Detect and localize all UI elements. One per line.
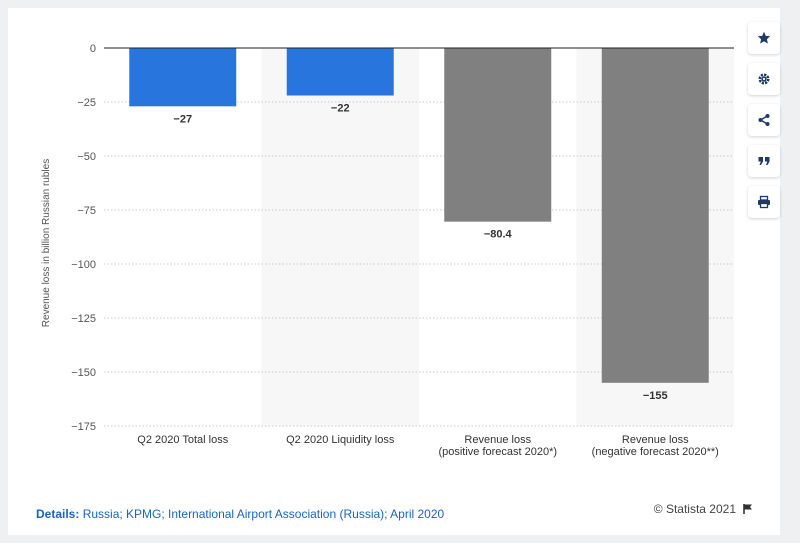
statista-credit[interactable]: © Statista 2021	[654, 502, 754, 516]
settings-button[interactable]	[748, 63, 780, 95]
x-tick-label: Q2 2020 Liquidity loss	[286, 434, 395, 446]
y-tick-label: −50	[77, 151, 96, 163]
chart-card: 0 −25 −50 −75 −100 −125 −150 −175 −27 −22 −80.4 −15…	[8, 8, 780, 535]
bar[interactable]	[444, 48, 552, 222]
print-button[interactable]	[748, 186, 780, 218]
y-tick-label: −100	[71, 259, 96, 271]
share-button[interactable]	[748, 104, 780, 136]
star-icon	[757, 31, 771, 44]
value-label: −27	[173, 113, 192, 125]
x-tick-label: Revenue loss (positive forecast 2020*)	[438, 434, 557, 458]
y-tick-label: 0	[90, 43, 96, 55]
bar[interactable]	[286, 48, 394, 96]
chart-toolbar	[748, 22, 780, 218]
value-label: −22	[331, 103, 350, 115]
bar[interactable]	[601, 48, 709, 383]
value-label: −80.4	[484, 229, 513, 241]
cite-button[interactable]	[748, 145, 780, 177]
flag-icon[interactable]	[742, 503, 754, 515]
favorite-button[interactable]	[748, 22, 780, 54]
x-tick-label: Q2 2020 Total loss	[137, 434, 228, 446]
details-note: Details: Russia; KPMG; International Air…	[36, 507, 444, 521]
quote-icon	[758, 157, 770, 165]
y-tick-label: −25	[77, 97, 96, 109]
y-tick-label: −75	[77, 205, 96, 217]
print-icon	[758, 195, 770, 209]
value-label: −155	[643, 390, 668, 402]
credit-text: © Statista 2021	[653, 502, 736, 516]
details-text: Russia; KPMG; International Airport Asso…	[79, 507, 445, 521]
y-tick-label: −150	[71, 367, 96, 379]
x-tick-label: Revenue loss (negative forecast 2020**)	[592, 434, 719, 458]
bar-chart: 0 −25 −50 −75 −100 −125 −150 −175 −27 −22 −80.4 −15…	[41, 43, 734, 458]
bar[interactable]	[129, 48, 237, 107]
y-tick-label: −175	[71, 421, 96, 433]
share-icon	[758, 114, 770, 126]
category-band	[261, 48, 419, 426]
gear-icon	[758, 73, 770, 85]
y-tick-label: −125	[71, 313, 96, 325]
y-axis-title: Revenue loss in billion Russian rubles	[41, 159, 52, 327]
details-label: Details:	[36, 507, 80, 521]
